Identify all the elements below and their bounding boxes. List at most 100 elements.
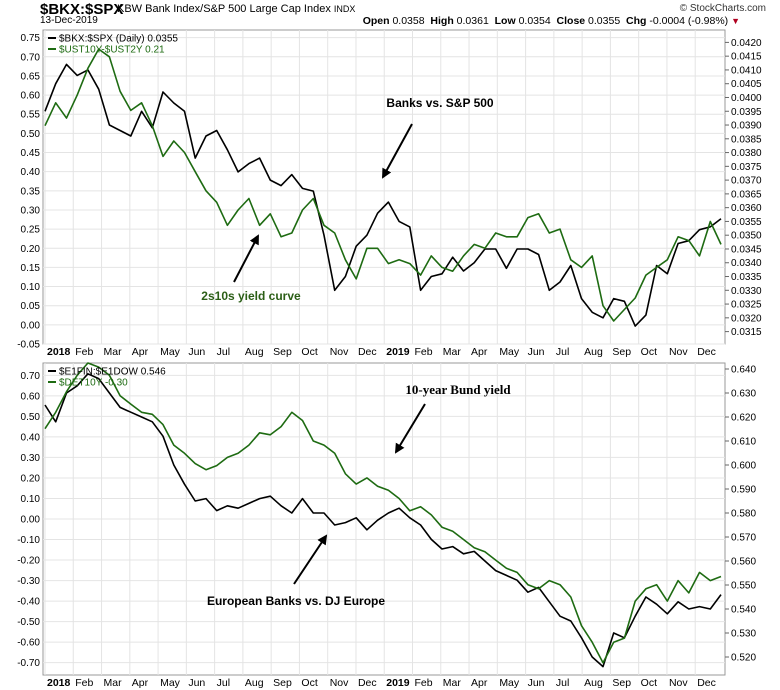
right-tick-label: 0.0345 [731,244,762,255]
index-name: KBW Bank Index/S&P 500 Large Cap Index I… [117,3,355,15]
x-tick-label: Dec [358,677,377,689]
legend-entry: $UST10Y-$UST2Y 0.21 [59,45,165,56]
right-tick-label: 0.0410 [731,65,762,76]
x-tick-label: Sep [273,677,292,689]
x-tick-label: Apr [132,346,149,358]
annotation-label: 10-year Bund yield [405,382,511,397]
right-tick-label: 0.630 [731,389,756,400]
left-tick-label: 0.25 [21,225,41,236]
ohlc-readout: Open 0.0358 High 0.0361 Low 0.0354 Close… [363,15,740,27]
left-tick-label: 0.75 [21,33,41,44]
x-tick-label: Feb [415,677,433,689]
annotation-label: Banks vs. S&P 500 [386,96,494,110]
right-tick-label: 0.0380 [731,148,762,159]
x-tick-label: Nov [330,346,349,358]
x-tick-label: May [499,677,520,689]
legend-entry: $DET10Y -0.30 [59,378,128,389]
x-tick-label: Dec [697,346,716,358]
x-tick-label: Oct [641,346,657,358]
annotation-arrow [394,403,426,454]
left-tick-label: 0.00 [21,515,41,526]
x-tick-label: Nov [669,677,688,689]
source-label[interactable]: © StockCharts.com [679,3,766,14]
right-tick-label: 0.0350 [731,231,762,242]
right-tick-label: 0.620 [731,413,756,424]
x-tick-label: Feb [415,346,433,358]
high-value: 0.0361 [456,15,489,27]
right-tick-label: 0.530 [731,629,756,640]
left-tick-label: -0.60 [17,638,40,649]
left-tick-label: -0.05 [17,340,40,351]
x-tick-label: Jul [217,677,230,689]
x-tick-label: May [160,346,181,358]
series-line-2 [44,48,722,322]
x-tick-label: Apr [471,346,488,358]
right-tick-label: 0.590 [731,485,756,496]
chg-label: Chg [626,15,647,27]
series-line-1 [44,373,722,668]
right-tick-label: 0.560 [731,557,756,568]
x-tick-label: Oct [301,346,317,358]
left-tick-label: 0.10 [21,282,41,293]
left-tick-label: 0.20 [21,473,41,484]
left-tick-label: 0.30 [21,453,41,464]
exchange-label: INDX [333,4,356,14]
legend-entry: $E1FIN:$E1DOW 0.546 [59,367,166,378]
x-tick-label: Aug [584,677,603,689]
series-line-1 [44,63,722,327]
x-tick-label: 2019 [386,346,410,358]
x-tick-label: Nov [669,346,688,358]
x-tick-label: May [499,346,520,358]
x-tick-label: 2019 [386,677,410,689]
right-tick-label: 0.640 [731,365,756,376]
x-tick-label: Sep [612,677,631,689]
close-value: 0.0355 [588,15,621,27]
right-tick-label: 0.520 [731,653,756,664]
x-tick-label: Jun [528,677,545,689]
annotation-arrow [233,234,259,283]
x-tick-label: Dec [697,677,716,689]
left-tick-label: 0.70 [21,52,41,63]
right-tick-label: 0.0420 [731,38,762,49]
right-tick-label: 0.0400 [731,93,762,104]
left-tick-label: -0.40 [17,597,40,608]
left-tick-label: 0.05 [21,301,41,312]
left-tick-label: 0.10 [21,494,41,505]
x-tick-label: Jul [556,346,569,358]
low-label: Low [494,15,516,27]
right-tick-label: 0.0360 [731,203,762,214]
index-name-text: KBW Bank Index/S&P 500 Large Cap Index [117,3,331,15]
chart-header: $BKX:$SPX KBW Bank Index/S&P 500 Large C… [0,0,780,30]
left-tick-label: 0.40 [21,167,41,178]
right-tick-label: 0.0340 [731,258,762,269]
left-tick-label: 0.40 [21,432,41,443]
right-tick-label: 0.570 [731,533,756,544]
x-tick-label: Oct [301,677,317,689]
x-tick-label: Feb [75,346,93,358]
x-tick-label: Apr [471,677,488,689]
left-tick-label: 0.60 [21,91,41,102]
right-tick-label: 0.0385 [731,134,762,145]
left-tick-label: 0.50 [21,412,41,423]
left-tick-label: -0.10 [17,535,40,546]
right-tick-label: 0.0320 [731,313,762,324]
left-tick-label: 0.50 [21,129,41,140]
left-tick-label: 0.00 [21,320,41,331]
left-tick-label: 0.35 [21,186,41,197]
left-tick-label: 0.70 [21,371,41,382]
left-tick-label: 0.15 [21,263,41,274]
left-tick-label: -0.70 [17,658,40,669]
right-tick-label: 0.0375 [731,162,762,173]
down-triangle-icon: ▼ [731,16,740,26]
x-tick-label: Aug [245,346,264,358]
x-tick-label: Dec [358,346,377,358]
x-tick-label: Aug [584,346,603,358]
x-tick-label: Mar [104,346,123,358]
left-tick-label: 0.65 [21,71,41,82]
left-tick-label: -0.30 [17,576,40,587]
legend-entry: $BKX:$SPX (Daily) 0.0355 [59,34,178,45]
x-tick-label: Sep [612,346,631,358]
open-value: 0.0358 [392,15,425,27]
left-tick-label: 0.30 [21,205,41,216]
